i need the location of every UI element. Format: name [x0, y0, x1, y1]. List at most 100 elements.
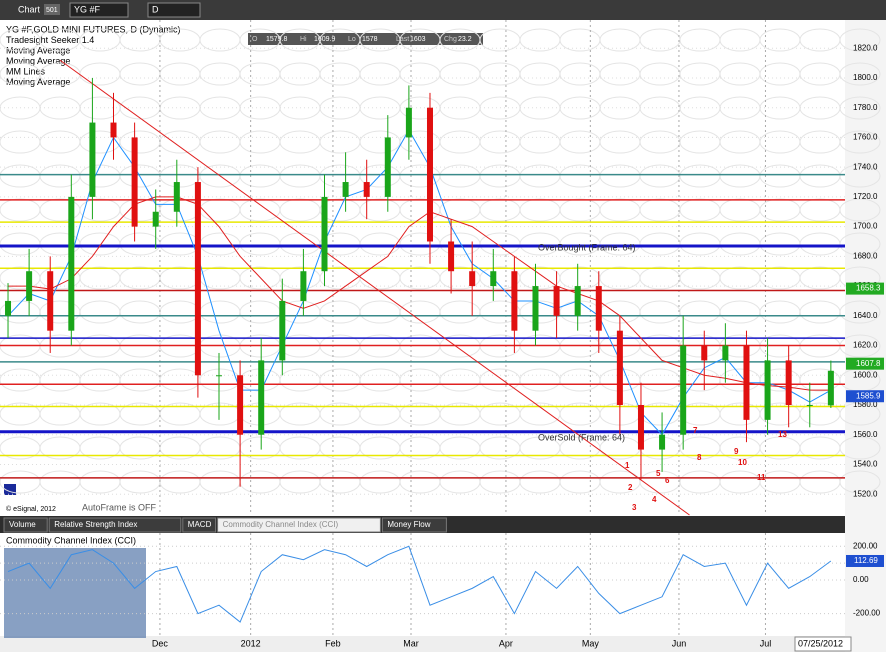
- count-label: 1: [625, 461, 630, 470]
- count-label: 7: [693, 426, 698, 435]
- symbol-box[interactable]: [69, 2, 129, 18]
- mm-pattern: [839, 62, 881, 86]
- badge: 501: [46, 7, 58, 14]
- y-tick-label: 1800.0: [853, 73, 878, 82]
- badge-bg: [44, 4, 60, 15]
- candle-body: [321, 196, 328, 272]
- y-tick-label: 1680.0: [853, 251, 878, 260]
- annotation: OverBought (Frame: 64): [538, 242, 636, 252]
- tab[interactable]: [182, 517, 217, 533]
- tab-label[interactable]: MACD: [188, 520, 212, 529]
- tab-label[interactable]: Money Flow: [387, 520, 430, 529]
- interval[interactable]: D: [152, 4, 159, 14]
- x-tick-label: Mar: [403, 638, 419, 648]
- candle-body: [553, 286, 560, 316]
- count-label: 2: [628, 483, 633, 492]
- mm-pattern: [839, 164, 881, 188]
- quote-value: 1578: [362, 36, 378, 43]
- cci-line: [7, 545, 832, 623]
- candle-body: [384, 137, 391, 197]
- x-tick-label: 2012: [241, 638, 261, 648]
- x-tick-label: Jun: [672, 638, 687, 648]
- tab[interactable]: [48, 517, 182, 533]
- candle-body: [258, 360, 265, 435]
- candle-body: [490, 271, 497, 287]
- date-tag-box: [794, 636, 852, 652]
- count-label: 3: [632, 503, 637, 512]
- x-axis-strip: [0, 636, 886, 652]
- candle-body: [637, 405, 644, 450]
- candle-body: [595, 286, 602, 331]
- annotation: OverSold (Frame: 64): [538, 432, 625, 442]
- y-tick-label: 1760.0: [853, 133, 878, 142]
- quote-value: 1603: [410, 36, 426, 43]
- moving-average: [8, 196, 831, 391]
- cci-tag-label: 112.69: [854, 556, 878, 565]
- tab-label[interactable]: Commodity Channel Index (CCI): [223, 520, 339, 529]
- count-label: 4: [652, 495, 657, 504]
- count-label: 13: [778, 430, 787, 439]
- candle-body: [152, 211, 159, 227]
- legend-line: Tradesight Seeker 1.4: [6, 35, 94, 45]
- candle-body: [5, 300, 12, 316]
- quote-label: O: [252, 36, 258, 43]
- count-label: 8: [697, 453, 702, 462]
- quote-value: 1579.8: [266, 36, 288, 43]
- tab[interactable]: [217, 517, 381, 533]
- candle-body: [659, 434, 666, 450]
- count-label: 5: [656, 469, 661, 478]
- x-tick-label: Feb: [325, 638, 341, 648]
- count-label: 9: [734, 447, 739, 456]
- mm-pattern: [839, 198, 881, 222]
- y-tick-label: 1700.0: [853, 222, 878, 231]
- moving-average: [7, 128, 832, 436]
- y-tick-label: 1540.0: [853, 460, 878, 469]
- candle-body: [300, 271, 307, 301]
- legend-line: Moving Average: [6, 45, 70, 55]
- candle-body: [616, 330, 623, 405]
- candle-body: [722, 345, 729, 361]
- y-tick-label: 1780.0: [853, 103, 878, 112]
- candle-body: [216, 375, 223, 377]
- cci-tag: [846, 554, 884, 567]
- x-tick-label: Dec: [152, 638, 169, 648]
- y-tick-label: 1640.0: [853, 311, 878, 320]
- tab[interactable]: [3, 517, 48, 533]
- x-tick-label: May: [582, 638, 600, 648]
- copyright: © eSignal, 2012: [6, 505, 56, 513]
- candle-body: [405, 107, 412, 138]
- quote-label: Lo: [348, 36, 356, 43]
- x-tick-label: Jul: [760, 638, 772, 648]
- candle-body: [342, 182, 349, 197]
- candle-body: [237, 375, 244, 435]
- interval-box[interactable]: [147, 2, 201, 18]
- y-tick-label: 1600.0: [853, 370, 878, 379]
- p-icon[interactable]: [4, 484, 16, 495]
- y-tick-label: 1620.0: [853, 341, 878, 350]
- price-tag-label: 1658.3: [856, 284, 881, 293]
- quote-label: Chg: [444, 36, 457, 43]
- legend-line: Moving Average: [6, 77, 70, 87]
- candle-body: [110, 122, 117, 138]
- tab-label[interactable]: Relative Strength Index: [54, 520, 137, 529]
- candle-body: [68, 196, 75, 331]
- count-label: 10: [738, 458, 747, 467]
- tab-label[interactable]: Volume: [9, 520, 36, 529]
- mm-pattern: [839, 436, 881, 460]
- candle-body: [194, 182, 201, 376]
- candle-body: [131, 137, 138, 227]
- y-tick-label: 0.00: [853, 575, 869, 584]
- mm-pattern: [839, 130, 881, 154]
- tab[interactable]: [381, 517, 447, 533]
- symbol[interactable]: YG #F: [74, 4, 101, 14]
- count-label: 11: [757, 473, 766, 482]
- candle-body: [827, 370, 834, 406]
- legend-line: MM Lines: [6, 66, 46, 76]
- price-tag: [846, 357, 884, 370]
- candle-body: [469, 271, 476, 287]
- candle-body: [173, 182, 180, 212]
- candle-body: [743, 345, 750, 420]
- y-tick-label: 1580.0: [853, 400, 878, 409]
- candle-body: [26, 271, 33, 301]
